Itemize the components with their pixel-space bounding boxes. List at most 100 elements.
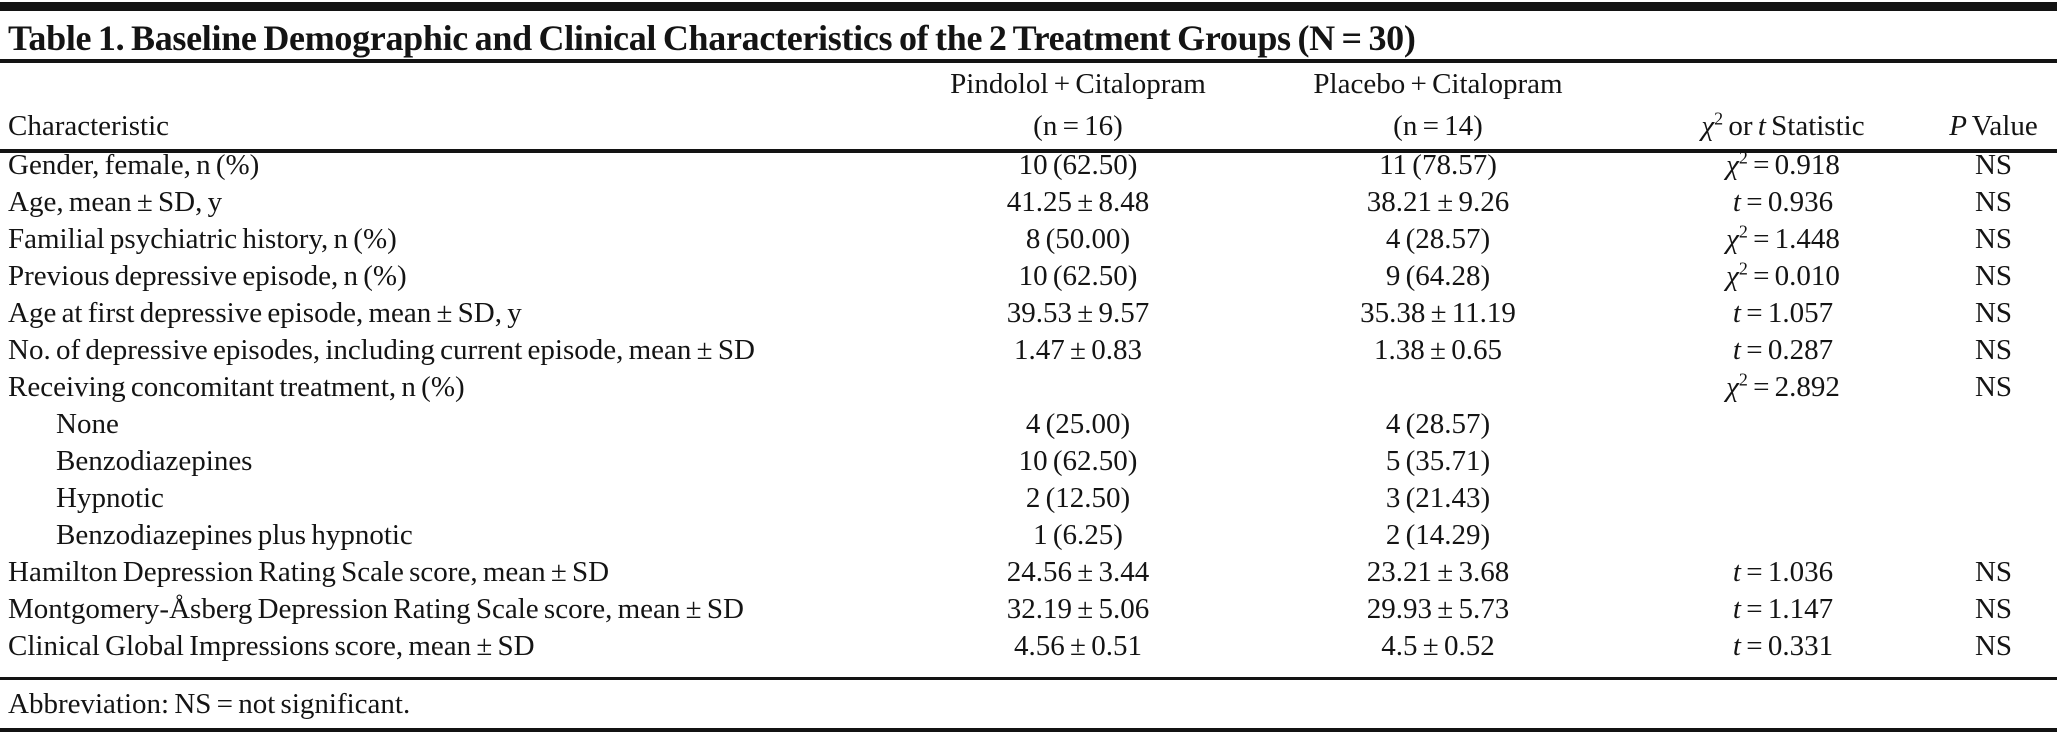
chi-symbol: χ — [1701, 109, 1715, 142]
group2-value: 38.21 ± 9.26 — [1366, 186, 1510, 218]
statistic-value: t = 1.036 — [1628, 554, 1938, 591]
group2-value: 4 (28.57) — [1385, 408, 1491, 440]
statistic-value — [1628, 480, 1938, 517]
stat-equals-value: = 2.892 — [1747, 371, 1840, 403]
stat-symbol: t — [1732, 297, 1741, 329]
group1-value: 39.53 ± 9.57 — [1006, 297, 1150, 329]
statistic-value: t = 0.287 — [1628, 332, 1938, 369]
group2-value: 11 (78.57) — [1379, 149, 1497, 181]
p-value: NS — [1974, 223, 2013, 255]
group1-value: 10 (62.50) — [1018, 260, 1138, 292]
statistic-value: χ2 = 0.918 — [1628, 147, 1938, 184]
group2-value: 9 (64.28) — [1385, 260, 1491, 292]
title-rule — [0, 59, 2057, 63]
row-label: Receiving concomitant treatment, n (%) — [8, 371, 465, 403]
pvalue-label: Value — [1966, 109, 2038, 142]
group2-value: 35.38 ± 11.19 — [1360, 297, 1516, 329]
group2-value: 1.38 ± 0.65 — [1374, 334, 1502, 366]
header-rule — [0, 149, 2057, 153]
group-header-spacer — [8, 64, 908, 105]
stat-superscript: 2 — [1738, 258, 1748, 279]
group2-value: 4.5 ± 0.52 — [1381, 630, 1495, 662]
p-value: NS — [1974, 334, 2013, 366]
column-header-group2-n: (n = 14) — [1393, 109, 1483, 142]
row-label: Age, mean ± SD, y — [8, 186, 223, 218]
row-label: Benzodiazepines plus hypnotic — [56, 519, 413, 551]
group1-value: 4.56 ± 0.51 — [1014, 630, 1142, 662]
group1-value: 10 (62.50) — [1018, 149, 1138, 181]
row-label: No. of depressive episodes, including cu… — [8, 334, 755, 366]
column-header-row: Characteristic (n = 16) (n = 14) χ2 or t… — [8, 105, 2049, 147]
table-row: Previous depressive episode, n (%) 10 (6… — [8, 258, 2049, 295]
column-header-group1-n: (n = 16) — [1033, 109, 1123, 142]
t-symbol: t — [1757, 109, 1766, 142]
group2-value: 23.21 ± 3.68 — [1366, 556, 1510, 588]
statistic-value: t = 0.936 — [1628, 184, 1938, 221]
p-symbol: P — [1949, 109, 1967, 142]
footnote: Abbreviation: NS = not significant. — [8, 688, 411, 720]
p-value: NS — [1974, 297, 2013, 329]
row-label: Benzodiazepines — [56, 445, 253, 477]
stat-symbol: χ — [1726, 149, 1739, 181]
statistic-value: χ2 = 1.448 — [1628, 221, 1938, 258]
footnote-rule — [0, 677, 2057, 680]
stat-equals-value: = 0.287 — [1740, 334, 1834, 366]
stat-equals-value: = 0.918 — [1747, 149, 1840, 181]
statistic-value — [1628, 517, 1938, 554]
table-row: Montgomery-Åsberg Depression Rating Scal… — [8, 591, 2049, 628]
stat-superscript: 2 — [1738, 221, 1748, 242]
stat-equals-value: = 1.036 — [1740, 556, 1834, 588]
p-value — [1938, 517, 2049, 554]
p-value: NS — [1974, 556, 2013, 588]
group1-value: 1.47 ± 0.83 — [1014, 334, 1142, 366]
column-header-group2: Placebo + Citalopram — [1313, 68, 1563, 100]
group-header-spacer — [1628, 64, 1938, 105]
statistic-value — [1628, 443, 1938, 480]
row-label: None — [56, 408, 119, 440]
stat-equals-value: = 0.331 — [1740, 630, 1834, 662]
stat-superscript: 2 — [1738, 147, 1748, 168]
statistic-value: χ2 = 2.892 — [1628, 369, 1938, 406]
group1-value: 10 (62.50) — [1018, 445, 1138, 477]
row-label: Previous depressive episode, n (%) — [8, 260, 407, 292]
group1-value: 41.25 ± 8.48 — [1006, 186, 1150, 218]
p-value: NS — [1974, 593, 2013, 625]
stat-symbol: t — [1732, 334, 1741, 366]
stat-symbol: t — [1732, 556, 1741, 588]
stat-equals-value: = 0.936 — [1740, 186, 1834, 218]
group2-value: 4 (28.57) — [1385, 223, 1491, 255]
stat-equals-value: = 1.057 — [1740, 297, 1834, 329]
group2-value: 5 (35.71) — [1385, 445, 1491, 477]
stat-symbol: χ — [1726, 260, 1739, 292]
table-row: No. of depressive episodes, including cu… — [8, 332, 2049, 369]
stat-symbol: t — [1732, 593, 1741, 625]
stat-equals-value: = 0.010 — [1747, 260, 1840, 292]
row-label: Hamilton Depression Rating Scale score, … — [8, 556, 610, 588]
column-header-statistic: χ2 or t Statistic — [1628, 105, 1938, 147]
stat-superscript: 2 — [1738, 369, 1748, 390]
table-title: Table 1. Baseline Demographic and Clinic… — [8, 18, 1416, 58]
group1-value: 24.56 ± 3.44 — [1006, 556, 1150, 588]
column-header-characteristic: Characteristic — [8, 109, 170, 142]
statistic-value — [1628, 406, 1938, 443]
table-row: Hamilton Depression Rating Scale score, … — [8, 554, 2049, 591]
stat-symbol: χ — [1726, 371, 1739, 403]
statistic-value: t = 1.057 — [1628, 295, 1938, 332]
stat-equals-value: = 1.448 — [1747, 223, 1840, 255]
table-row: Age, mean ± SD, y 41.25 ± 8.48 38.21 ± 9… — [8, 184, 2049, 221]
group1-value: 32.19 ± 5.06 — [1006, 593, 1150, 625]
group1-value: 4 (25.00) — [1025, 408, 1131, 440]
statistic-value: t = 0.331 — [1628, 628, 1938, 665]
p-value: NS — [1974, 630, 2013, 662]
statistic-label: Statistic — [1765, 109, 1865, 142]
group2-value: 3 (21.43) — [1385, 482, 1491, 514]
stat-symbol: t — [1732, 186, 1741, 218]
p-value: NS — [1974, 149, 2013, 181]
table-row: Clinical Global Impressions score, mean … — [8, 628, 2049, 665]
row-label: Clinical Global Impressions score, mean … — [8, 630, 535, 662]
stat-symbol: t — [1732, 630, 1741, 662]
bottom-rule — [0, 728, 2057, 732]
table-body: Gender, female, n (%) 10 (62.50) 11 (78.… — [8, 147, 2049, 665]
stat-symbol: χ — [1726, 223, 1739, 255]
